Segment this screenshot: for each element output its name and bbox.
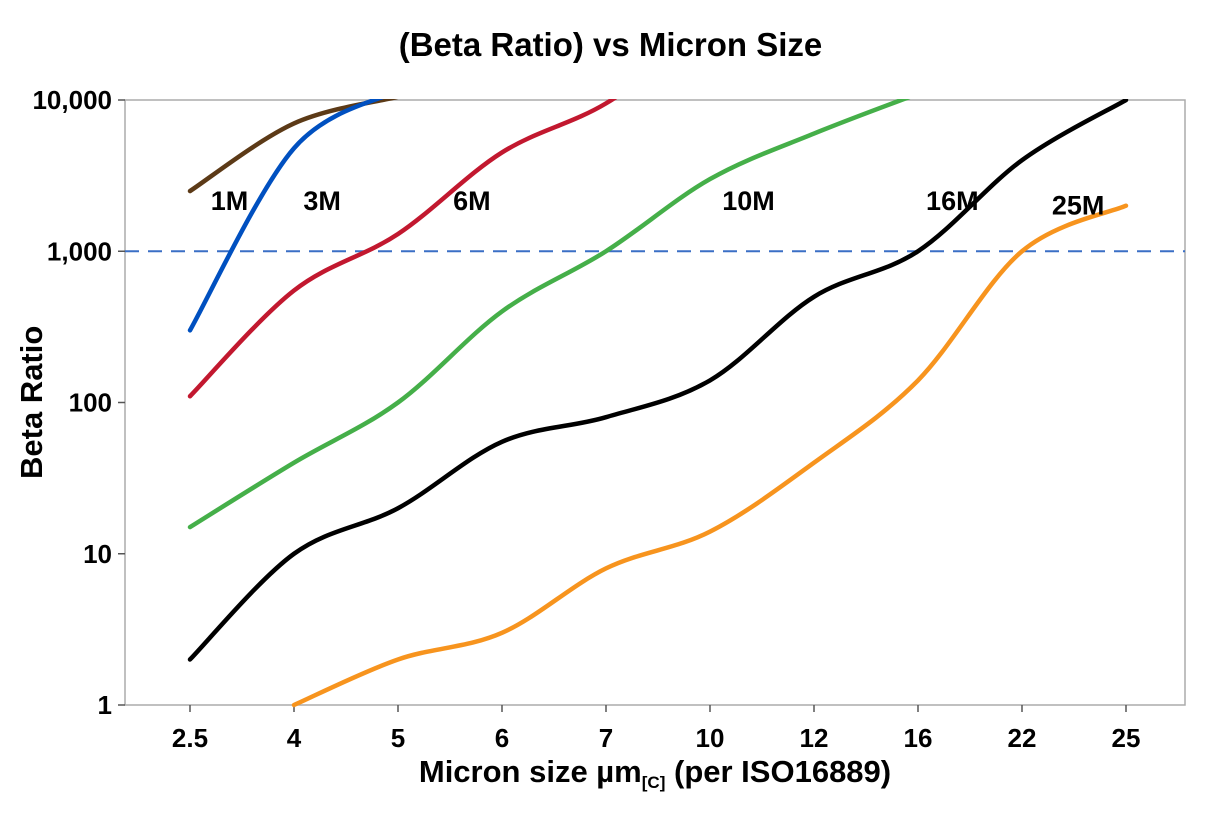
x-tick-label: 12: [800, 723, 829, 753]
x-axis-title-subscript: [C]: [641, 772, 666, 792]
chart-title: (Beta Ratio) vs Micron Size: [398, 26, 823, 63]
x-tick-label: 2.5: [172, 723, 208, 753]
series-label-16M: 16M: [926, 186, 979, 216]
series-line-10M: [187, 99, 911, 530]
series-label-10M: 10M: [722, 186, 775, 216]
x-tick-label: 16: [904, 723, 933, 753]
x-tick-label: 6: [495, 723, 509, 753]
x-tick-label: 10: [696, 723, 725, 753]
x-tick-label: 7: [599, 723, 613, 753]
x-axis-title-main: Micron size µm: [418, 754, 642, 789]
series-label-25M: 25M: [1052, 191, 1105, 221]
series-group: [187, 99, 1129, 708]
y-tick-label: 1: [98, 690, 112, 720]
series-label-1M: 1M: [211, 186, 249, 216]
x-axis-title-unit: (per ISO16889): [665, 754, 892, 789]
x-axis-title: Micron size µm[C] (per ISO16889): [125, 754, 1185, 793]
x-tick-label: 25: [1112, 723, 1141, 753]
y-tick-label: 10: [83, 539, 112, 569]
series-label-6M: 6M: [453, 186, 491, 216]
series-line-3M: [187, 99, 384, 333]
series-line-1M: [187, 99, 399, 194]
series-line-16M: [187, 99, 1129, 662]
x-tick-label: 4: [287, 723, 302, 753]
series-line-6M: [187, 99, 618, 399]
y-tick-label: 100: [69, 388, 112, 418]
x-tick-label: 22: [1008, 723, 1037, 753]
y-tick-label: 10,000: [32, 85, 112, 115]
y-tick-label: 1,000: [47, 236, 112, 266]
series-label-3M: 3M: [303, 186, 341, 216]
x-tick-label: 5: [391, 723, 405, 753]
series-line-25M: [291, 203, 1129, 708]
